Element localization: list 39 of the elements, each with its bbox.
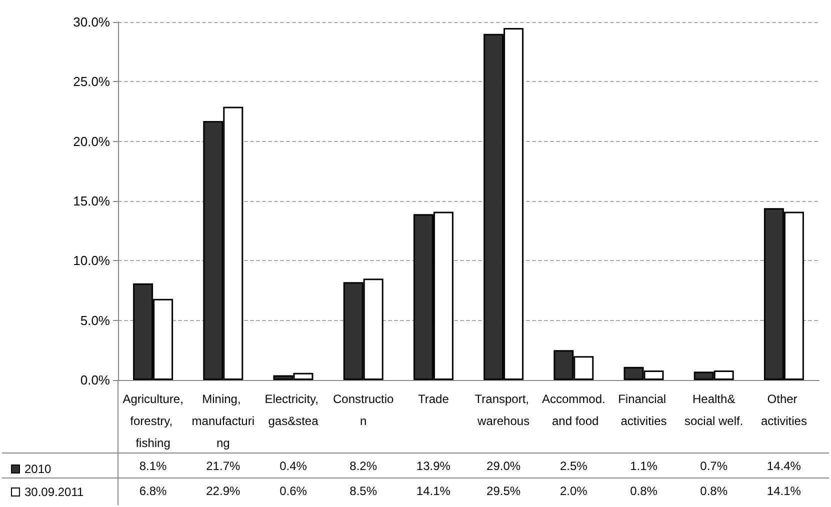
data-label: 14.1% (766, 484, 802, 498)
data-label: 0.6% (280, 484, 308, 498)
data-label: 0.4% (280, 459, 308, 473)
x-tick-label: Trade (418, 392, 450, 406)
data-label: 29.0% (486, 459, 521, 473)
data-label: 14.4% (766, 459, 802, 473)
x-tick-label: Health&social welf. (684, 392, 744, 428)
data-label: 13.9% (416, 459, 451, 473)
data-label: 8.1% (139, 459, 168, 473)
x-tick-label: Transport, warehous (474, 392, 532, 428)
data-label: 14.1% (416, 484, 451, 498)
x-tick-label: Financial activities (618, 392, 670, 428)
y-tick-label: 25.0% (73, 74, 110, 90)
data-label: 1.1% (630, 459, 658, 473)
data-label: 8.2% (350, 459, 378, 473)
y-tick-label: 15.0% (73, 194, 110, 208)
data-label: 0.8% (700, 484, 728, 498)
data-label: 2.0% (560, 484, 588, 498)
data-label: 22.9% (206, 484, 240, 498)
x-tick-label: Mining, manufacturing (192, 392, 254, 450)
data-label: 8.5% (350, 484, 378, 498)
y-tick-label: 5.0% (80, 312, 110, 328)
y-tick-label: 20.0% (73, 134, 110, 149)
x-tick-label: Electricity, gas&stea (264, 392, 322, 428)
legend-label: 2010 (24, 462, 52, 476)
y-tick-label: 30.0% (73, 14, 110, 30)
x-tick-label: Construction (333, 392, 394, 428)
y-tick-label: 0.0% (80, 372, 110, 388)
x-tick-label: Agriculture,forestry, fishing (122, 392, 184, 450)
data-label: 2.5% (560, 459, 588, 473)
x-tick-label: Other activities (760, 392, 807, 428)
y-tick-label: 10.0% (73, 253, 110, 268)
data-label: 21.7% (206, 459, 240, 473)
data-label: 0.8% (630, 484, 658, 498)
x-tick-label: Accommod. and food (542, 392, 606, 428)
data-label: 6.8% (139, 484, 168, 498)
data-label: 29.5% (486, 484, 521, 498)
data-label: 0.7% (700, 459, 728, 473)
legend-label: 30.09.2011 (24, 485, 84, 499)
